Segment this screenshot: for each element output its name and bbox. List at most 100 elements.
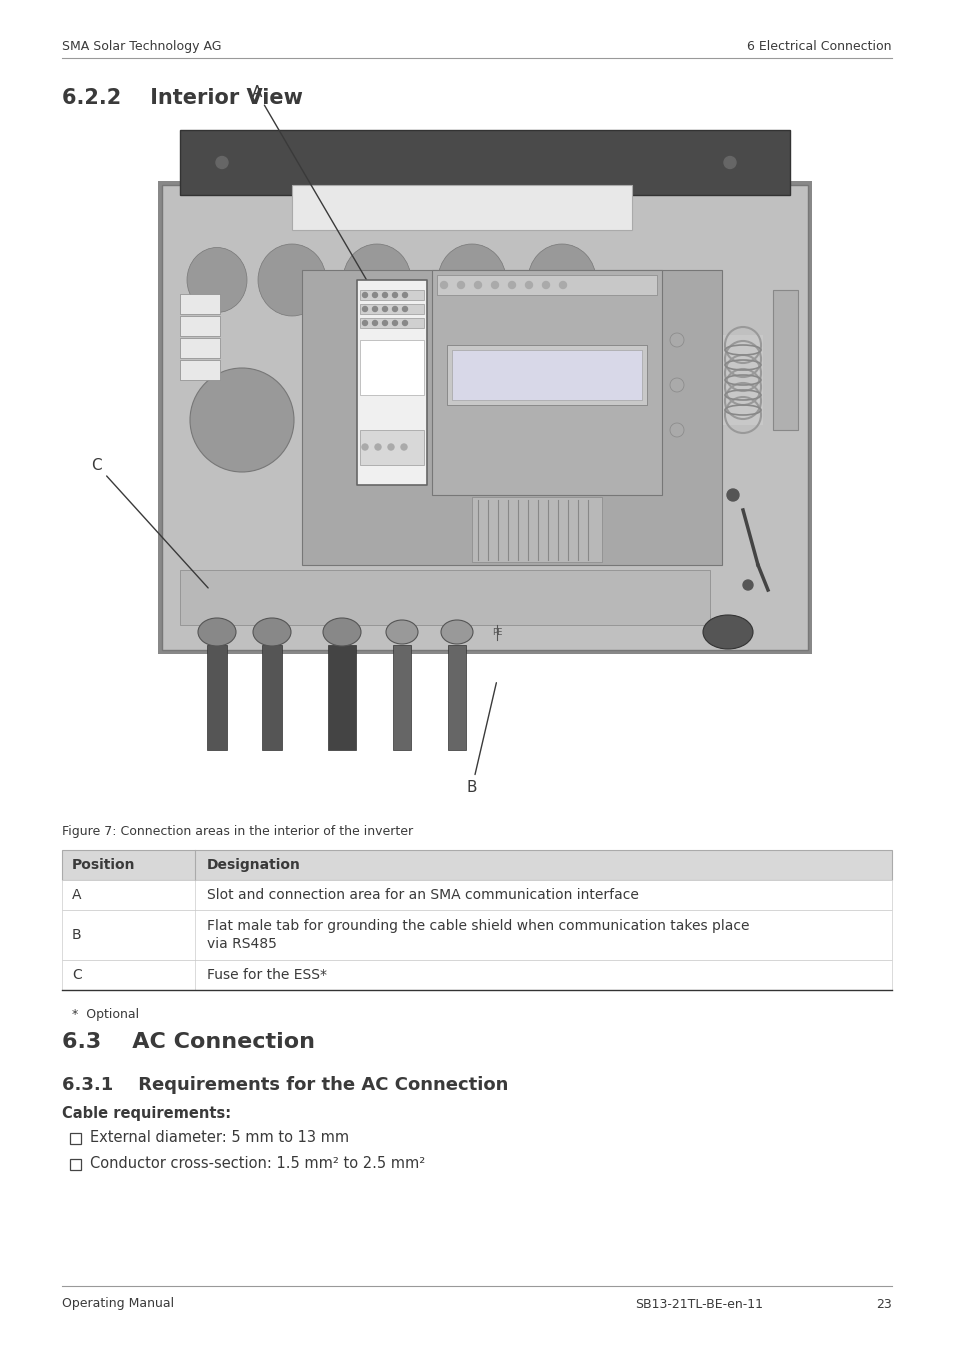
Text: 6.3    AC Connection: 6.3 AC Connection <box>62 1032 314 1052</box>
Text: Cable requirements:: Cable requirements: <box>62 1106 231 1121</box>
Circle shape <box>558 282 566 288</box>
Bar <box>62 880 891 910</box>
Bar <box>62 910 891 960</box>
Bar <box>162 185 807 650</box>
Bar <box>158 181 811 654</box>
Circle shape <box>361 444 368 450</box>
Circle shape <box>382 321 387 325</box>
Bar <box>359 431 423 464</box>
Circle shape <box>457 282 464 288</box>
Ellipse shape <box>198 617 235 646</box>
Bar <box>472 497 601 562</box>
Bar <box>328 645 355 750</box>
Circle shape <box>372 306 377 311</box>
Circle shape <box>726 489 739 501</box>
Text: 23: 23 <box>876 1297 891 1311</box>
Ellipse shape <box>440 620 473 645</box>
Bar <box>180 294 220 314</box>
Bar <box>359 318 423 328</box>
Ellipse shape <box>702 615 752 649</box>
Text: A: A <box>71 888 81 902</box>
Circle shape <box>491 282 498 288</box>
Ellipse shape <box>257 244 326 315</box>
Text: External diameter: 5 mm to 13 mm: External diameter: 5 mm to 13 mm <box>90 1131 349 1145</box>
Bar <box>180 315 220 336</box>
Bar <box>302 269 721 565</box>
Bar <box>452 349 641 399</box>
Circle shape <box>508 282 515 288</box>
Bar <box>180 570 709 626</box>
Bar <box>292 185 631 230</box>
Circle shape <box>669 422 683 437</box>
Bar <box>447 345 646 405</box>
Bar <box>393 645 411 750</box>
Circle shape <box>542 282 549 288</box>
Bar <box>356 280 427 485</box>
Ellipse shape <box>187 248 247 313</box>
Text: 6.2.2    Interior View: 6.2.2 Interior View <box>62 88 302 108</box>
Text: Position: Position <box>71 858 135 872</box>
Text: Flat male tab for grounding the cable shield when communication takes place: Flat male tab for grounding the cable sh… <box>207 919 749 933</box>
Bar <box>262 645 282 750</box>
Bar <box>432 269 661 496</box>
Circle shape <box>372 292 377 298</box>
Ellipse shape <box>527 244 596 315</box>
Bar <box>359 340 423 395</box>
Circle shape <box>669 333 683 347</box>
Text: A: A <box>252 85 388 318</box>
Circle shape <box>382 292 387 298</box>
Text: PE: PE <box>492 628 501 636</box>
Circle shape <box>525 282 532 288</box>
Text: SB13-21TL-BE-en-11: SB13-21TL-BE-en-11 <box>635 1297 762 1311</box>
Bar <box>62 960 891 990</box>
Ellipse shape <box>437 244 505 315</box>
Text: SMA Solar Technology AG: SMA Solar Technology AG <box>62 41 221 53</box>
Ellipse shape <box>343 244 411 315</box>
Ellipse shape <box>386 620 417 645</box>
Bar <box>70 1133 81 1144</box>
Circle shape <box>723 157 735 168</box>
Ellipse shape <box>253 617 291 646</box>
Bar <box>70 1159 81 1170</box>
Bar <box>772 290 797 431</box>
Text: 6 Electrical Connection: 6 Electrical Connection <box>747 41 891 53</box>
Text: Figure 7: Connection areas in the interior of the inverter: Figure 7: Connection areas in the interi… <box>62 825 413 838</box>
Circle shape <box>392 292 397 298</box>
Circle shape <box>669 378 683 393</box>
Circle shape <box>440 282 447 288</box>
Text: Fuse for the ESS*: Fuse for the ESS* <box>207 968 327 982</box>
Circle shape <box>402 306 407 311</box>
Bar <box>448 645 465 750</box>
Circle shape <box>362 306 367 311</box>
Circle shape <box>402 292 407 298</box>
Bar <box>722 334 762 425</box>
Text: C: C <box>91 458 208 588</box>
Bar <box>359 305 423 314</box>
Text: C: C <box>71 968 82 982</box>
Text: via RS485: via RS485 <box>207 937 276 951</box>
Bar <box>207 645 227 750</box>
Ellipse shape <box>323 617 360 646</box>
Text: B: B <box>466 682 496 795</box>
Text: B: B <box>71 927 82 942</box>
Circle shape <box>362 321 367 325</box>
Bar <box>180 360 220 380</box>
Circle shape <box>742 580 752 590</box>
Circle shape <box>362 292 367 298</box>
Circle shape <box>372 321 377 325</box>
Circle shape <box>402 321 407 325</box>
Bar <box>180 338 220 357</box>
Text: *  Optional: * Optional <box>71 1007 139 1021</box>
Circle shape <box>474 282 481 288</box>
Text: 6.3.1    Requirements for the AC Connection: 6.3.1 Requirements for the AC Connection <box>62 1076 508 1094</box>
Bar <box>436 275 657 295</box>
Circle shape <box>388 444 394 450</box>
Bar <box>180 130 789 195</box>
Bar <box>359 290 423 301</box>
Circle shape <box>375 444 380 450</box>
Text: Designation: Designation <box>207 858 300 872</box>
Circle shape <box>392 321 397 325</box>
Text: Operating Manual: Operating Manual <box>62 1297 174 1311</box>
Bar <box>62 850 891 880</box>
Circle shape <box>400 444 407 450</box>
